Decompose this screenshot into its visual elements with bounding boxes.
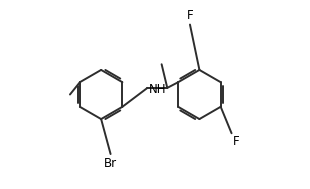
Text: Br: Br xyxy=(104,157,117,170)
Text: F: F xyxy=(187,9,193,22)
Text: NH: NH xyxy=(148,83,166,96)
Text: F: F xyxy=(232,135,239,148)
